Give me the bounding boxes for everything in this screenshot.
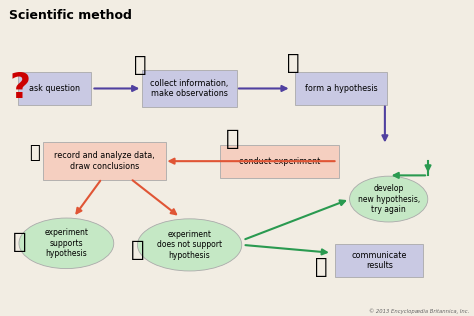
FancyBboxPatch shape [43, 142, 166, 180]
Text: Scientific method: Scientific method [9, 9, 132, 22]
Text: collect information,
make observations: collect information, make observations [150, 79, 229, 98]
FancyBboxPatch shape [220, 145, 339, 178]
Text: 🧪: 🧪 [226, 129, 239, 149]
Text: 💡: 💡 [287, 53, 299, 73]
Text: experiment
supports
hypothesis: experiment supports hypothesis [45, 228, 88, 258]
FancyBboxPatch shape [336, 244, 423, 277]
Text: conduct experiment: conduct experiment [239, 157, 320, 166]
Ellipse shape [137, 219, 242, 271]
Ellipse shape [19, 218, 114, 269]
Text: develop
new hypothesis,
try again: develop new hypothesis, try again [357, 184, 420, 214]
FancyBboxPatch shape [295, 72, 387, 105]
Ellipse shape [349, 176, 428, 222]
Text: ?: ? [9, 71, 30, 106]
Text: © 2013 Encyclopædia Britannica, Inc.: © 2013 Encyclopædia Britannica, Inc. [369, 309, 469, 314]
Text: 👎: 👎 [131, 240, 144, 260]
FancyBboxPatch shape [18, 72, 91, 105]
Text: 👍: 👍 [13, 232, 27, 252]
Text: experiment
does not support
hypothesis: experiment does not support hypothesis [157, 230, 222, 260]
Text: ask question: ask question [29, 84, 80, 93]
Text: 📊: 📊 [29, 144, 39, 162]
FancyBboxPatch shape [142, 70, 237, 107]
Text: form a hypothesis: form a hypothesis [305, 84, 378, 93]
Text: communicate
results: communicate results [352, 251, 407, 270]
Text: record and analyze data,
draw conclusions: record and analyze data, draw conclusion… [54, 151, 155, 171]
Text: 🖥️: 🖥️ [315, 257, 328, 277]
Text: 🔬: 🔬 [134, 55, 146, 75]
